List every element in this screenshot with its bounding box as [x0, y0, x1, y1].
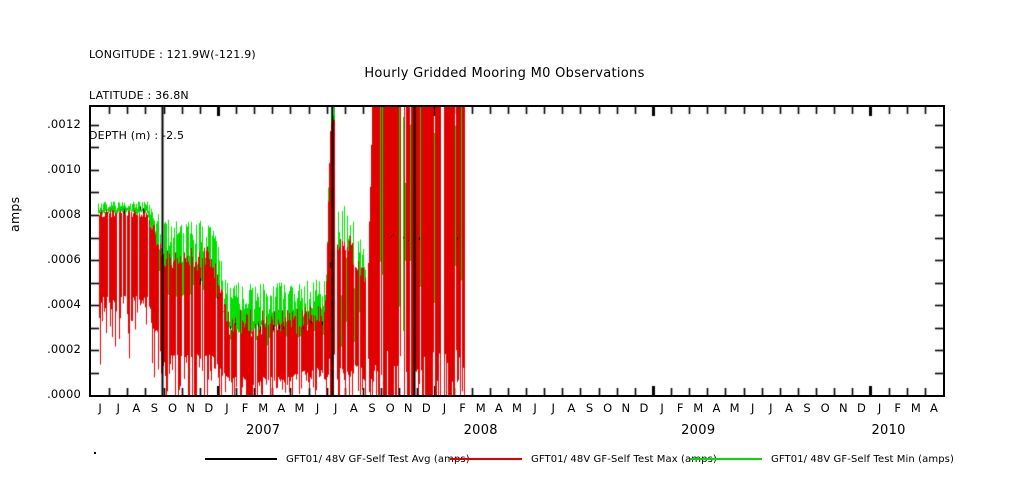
x-tick-label: D [639, 401, 649, 415]
y-tick-label: .0002 [47, 342, 81, 356]
x-tick-label: F [676, 401, 684, 415]
x-axis-year-label: 2009 [681, 423, 716, 438]
x-tick-label: O [385, 401, 395, 415]
x-tick-label: M [258, 401, 269, 415]
x-tick-label: D [204, 401, 214, 415]
x-tick-label: A [712, 401, 721, 415]
x-tick-label: A [567, 401, 576, 415]
legend-label: GFT01/ 48V GF-Self Test Max (amps) [531, 453, 717, 465]
x-tick-label: F [894, 401, 901, 415]
x-tick-label: A [494, 401, 503, 415]
x-tick-label: J [315, 401, 320, 415]
y-tick-label: .0000 [47, 387, 81, 401]
x-tick-label: J [877, 401, 882, 415]
x-tick-label: D [421, 401, 431, 415]
x-tick-label: O [168, 401, 178, 415]
x-tick-label: N [403, 401, 413, 415]
x-tick-label: M [294, 401, 305, 415]
x-tick-label: J [334, 401, 338, 415]
x-tick-label: S [150, 401, 159, 415]
x-tick-label: A [132, 401, 141, 415]
y-tick-label: .0012 [47, 117, 81, 131]
x-tick-label: N [838, 401, 848, 415]
x-tick-label: M [512, 401, 522, 415]
x-tick-label: J [750, 401, 755, 415]
legend-label: GFT01/ 48V GF-Self Test Avg (amps) [286, 453, 470, 465]
x-tick-label: S [803, 401, 811, 415]
x-axis-year-label: 2008 [463, 423, 498, 438]
y-axis-label: amps [7, 196, 22, 232]
x-tick-label: F [241, 401, 249, 415]
x-tick-label: M [729, 401, 740, 415]
legend-line-swatch [690, 458, 762, 460]
latitude-text: LATITUDE : 36.8N [89, 88, 189, 102]
x-tick-label: A [929, 401, 938, 415]
x-tick-label: A [784, 401, 793, 415]
x-tick-label: J [660, 401, 664, 415]
legend-item: GFT01/ 48V GF-Self Test Avg (amps) [205, 448, 470, 470]
x-tick-label: S [585, 401, 594, 415]
y-tick-label: .0008 [47, 207, 81, 221]
y-tick-label: .0006 [47, 252, 81, 266]
plot-area [89, 105, 945, 397]
x-tick-label: M [910, 401, 921, 415]
x-tick-label: A [277, 401, 286, 415]
x-tick-label: J [769, 401, 773, 415]
x-tick-label: D [856, 401, 866, 415]
x-tick-label: S [368, 401, 376, 415]
legend-line-swatch [450, 458, 522, 460]
legend-item: GFT01/ 48V GF-Self Test Min (amps) [690, 448, 954, 470]
x-tick-label: O [603, 401, 613, 415]
x-tick-label: J [442, 401, 447, 415]
x-tick-label: F [459, 401, 466, 415]
x-axis-year-label: 2007 [246, 423, 281, 438]
x-tick-label: M [475, 401, 486, 415]
timeseries-canvas [91, 107, 943, 395]
legend-label: GFT01/ 48V GF-Self Test Min (amps) [771, 453, 954, 465]
x-tick-label: O [820, 401, 830, 415]
chart-legend: GFT01/ 48V GF-Self Test Avg (amps) GFT01/… [0, 448, 1009, 470]
y-tick-label: .0004 [47, 297, 81, 311]
longitude-text: LONGITUDE : 121.9W(-121.9) [89, 48, 256, 61]
legend-line-swatch [205, 458, 277, 460]
x-tick-label: M [693, 401, 704, 415]
y-tick-label: .0010 [47, 162, 81, 176]
legend-dot-marker [94, 452, 96, 454]
x-tick-label: J [98, 401, 102, 415]
x-axis-year-label: 2010 [871, 423, 906, 438]
chart-title: Hourly Gridded Mooring M0 Observations [364, 66, 645, 81]
x-tick-label: J [551, 401, 555, 415]
x-tick-label: J [533, 401, 537, 415]
x-tick-label: A [349, 401, 358, 415]
x-tick-label: N [186, 401, 195, 415]
x-tick-label: N [621, 401, 631, 415]
legend-item: GFT01/ 48V GF-Self Test Max (amps) [450, 448, 717, 470]
x-tick-label: J [225, 401, 229, 415]
x-tick-label: J [116, 401, 120, 415]
